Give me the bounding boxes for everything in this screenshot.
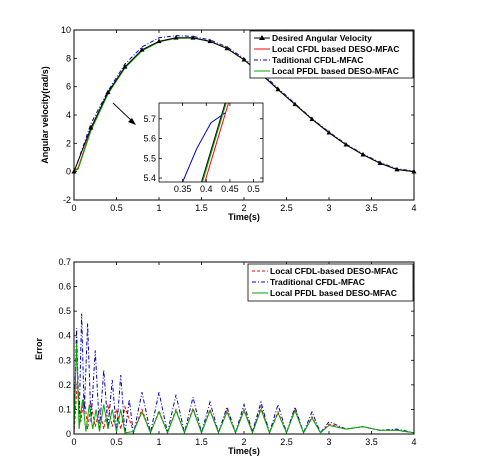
bottom-series-lines	[73, 313, 415, 435]
top-series-lines	[71, 34, 417, 174]
top-xtick-label: 0.5	[110, 203, 123, 213]
inset-xtick-label: 0.35	[174, 184, 192, 194]
bottom-xtick-label: 0.5	[110, 437, 123, 447]
top-ytick-label: 2	[66, 138, 71, 148]
legend-marker-desired	[259, 35, 265, 40]
bottom-plot-frame	[73, 261, 415, 435]
top-marker	[377, 160, 383, 165]
bottom-xtick-label: 0	[71, 437, 76, 447]
top-marker	[173, 34, 179, 40]
top-marker	[139, 47, 145, 52]
inset-xtick-label: 0.5	[247, 184, 260, 194]
top-xtick-label: 2	[241, 203, 246, 213]
top-ytick-label: 10	[61, 25, 71, 35]
inset-axes-ticks: 0.35 0.4 0.45 0.5 5.4 5.5 5.6 5.7	[143, 103, 263, 194]
legend-label-desired: Desired Angular Velocity	[272, 33, 372, 43]
bottom-xtick-label: 2	[241, 437, 246, 447]
bottom-axes-ticks: 0 0.5 1 1.5 2 2.5 3 3.5 4 0 0.1 0.2 0.3 0.4 0.5 0.6 0.7	[58, 257, 416, 447]
inset-series-1	[204, 103, 229, 182]
inset-ytick-label: 5.6	[143, 134, 156, 144]
top-y-axis-label: Angular velocity(rad/s)	[40, 66, 50, 164]
bottom-ytick-label: 0.5	[58, 306, 71, 316]
legend-label-cfdl-deso-err: Local CFDL-based DESO-MFAC	[270, 266, 398, 276]
top-xtick-label: 0	[71, 203, 76, 213]
error-chart: 0 0.5 1 1.5 2 2.5 3 3.5 400.10.20.30.40.50.60.7 …	[34, 257, 417, 456]
top-marker	[292, 101, 298, 107]
inset-ytick-label: 5.4	[143, 173, 156, 183]
top-marker	[360, 151, 366, 157]
inset-series-3	[202, 103, 227, 182]
top-xtick-label: 3.5	[365, 203, 378, 213]
bottom-ytick-label: 0	[66, 429, 71, 439]
top-ytick-label: 0	[66, 167, 71, 177]
legend-label-traditional: Taditional CFDL-MFAC	[272, 55, 363, 65]
bottom-ytick-label: 0.7	[58, 257, 71, 267]
inset-background	[159, 103, 263, 182]
bottom-xtick-label: 1.5	[195, 437, 208, 447]
legend-label-cfdl-deso: Local CFDL based DESO-MFAC	[272, 44, 399, 54]
bottom-xtick-label: 4	[411, 437, 416, 447]
inset-frame	[158, 102, 264, 183]
inset-ytick-label: 5.5	[143, 153, 156, 163]
bottom-series-0	[73, 379, 415, 435]
top-marker	[343, 141, 349, 147]
top-marker	[207, 38, 213, 44]
top-marker	[394, 166, 400, 172]
top-marker	[275, 86, 281, 92]
top-ytick-label: 6	[66, 82, 71, 92]
bottom-legend: Local CFDL-based DESO-MFAC Traditional C…	[247, 263, 414, 302]
bottom-xtick-label: 3.5	[365, 437, 378, 447]
top-xtick-label: 1.5	[195, 203, 208, 213]
legend-label-pfdl-deso: Local PFDL based DESO-MFAC	[272, 66, 399, 76]
top-xtick-label: 2.5	[280, 203, 293, 213]
inset-xtick-label: 0.45	[221, 184, 239, 194]
top-legend-box	[249, 30, 414, 79]
top-marker	[105, 89, 111, 95]
bottom-y-axis-label: Error	[34, 338, 44, 361]
bottom-xtick-label: 1	[156, 437, 161, 447]
top-marker	[122, 64, 128, 69]
inset-series-lines	[182, 103, 229, 182]
top-series-0	[73, 35, 415, 172]
top-ytick-label: 8	[66, 53, 71, 63]
top-marker	[190, 34, 196, 40]
top-marker	[326, 129, 332, 135]
top-ytick-label: -2	[63, 195, 71, 205]
bottom-legend-box	[247, 263, 414, 302]
top-ytick-label: 4	[66, 110, 71, 120]
top-marker	[88, 124, 94, 130]
legend-label-pfdl-deso-err: Local PFDL based DESO-MFAC	[270, 288, 397, 298]
inset-series-2	[182, 112, 226, 182]
bottom-ytick-label: 0.6	[58, 282, 71, 292]
inset-xtick-label: 0.4	[200, 184, 213, 194]
top-marker	[224, 45, 230, 51]
top-xtick-label: 4	[411, 203, 416, 213]
bottom-ytick-label: 0.3	[58, 355, 71, 365]
bottom-ytick-label: 0.2	[58, 380, 71, 390]
top-xtick-label: 1	[156, 203, 161, 213]
bottom-series-1	[73, 313, 415, 435]
top-marker	[156, 38, 162, 44]
top-legend: Desired Angular Velocity Local CFDL base…	[249, 30, 414, 79]
bottom-xtick-label: 3	[326, 437, 331, 447]
bottom-x-axis-label: Time(s)	[228, 446, 260, 456]
bottom-xtick-label: 2.5	[280, 437, 293, 447]
bottom-series-2	[73, 343, 415, 435]
top-marker	[241, 56, 247, 62]
bottom-ytick-label: 0.4	[58, 331, 71, 341]
zoom-arrow-head	[128, 118, 136, 125]
zoom-inset: 0.35 0.4 0.45 0.5 5.4 5.5 5.6 5.7	[112, 102, 264, 194]
top-plot-frame	[73, 29, 415, 201]
inset-ytick-label: 5.7	[143, 114, 156, 124]
bottom-ytick-label: 0.1	[58, 404, 71, 414]
top-x-axis-label: Time(s)	[228, 212, 260, 222]
top-xtick-label: 3	[326, 203, 331, 213]
top-marker	[309, 116, 315, 122]
legend-label-traditional-err: Traditional CFDL-MFAC	[270, 277, 365, 287]
zoom-arrow-line	[112, 102, 134, 123]
